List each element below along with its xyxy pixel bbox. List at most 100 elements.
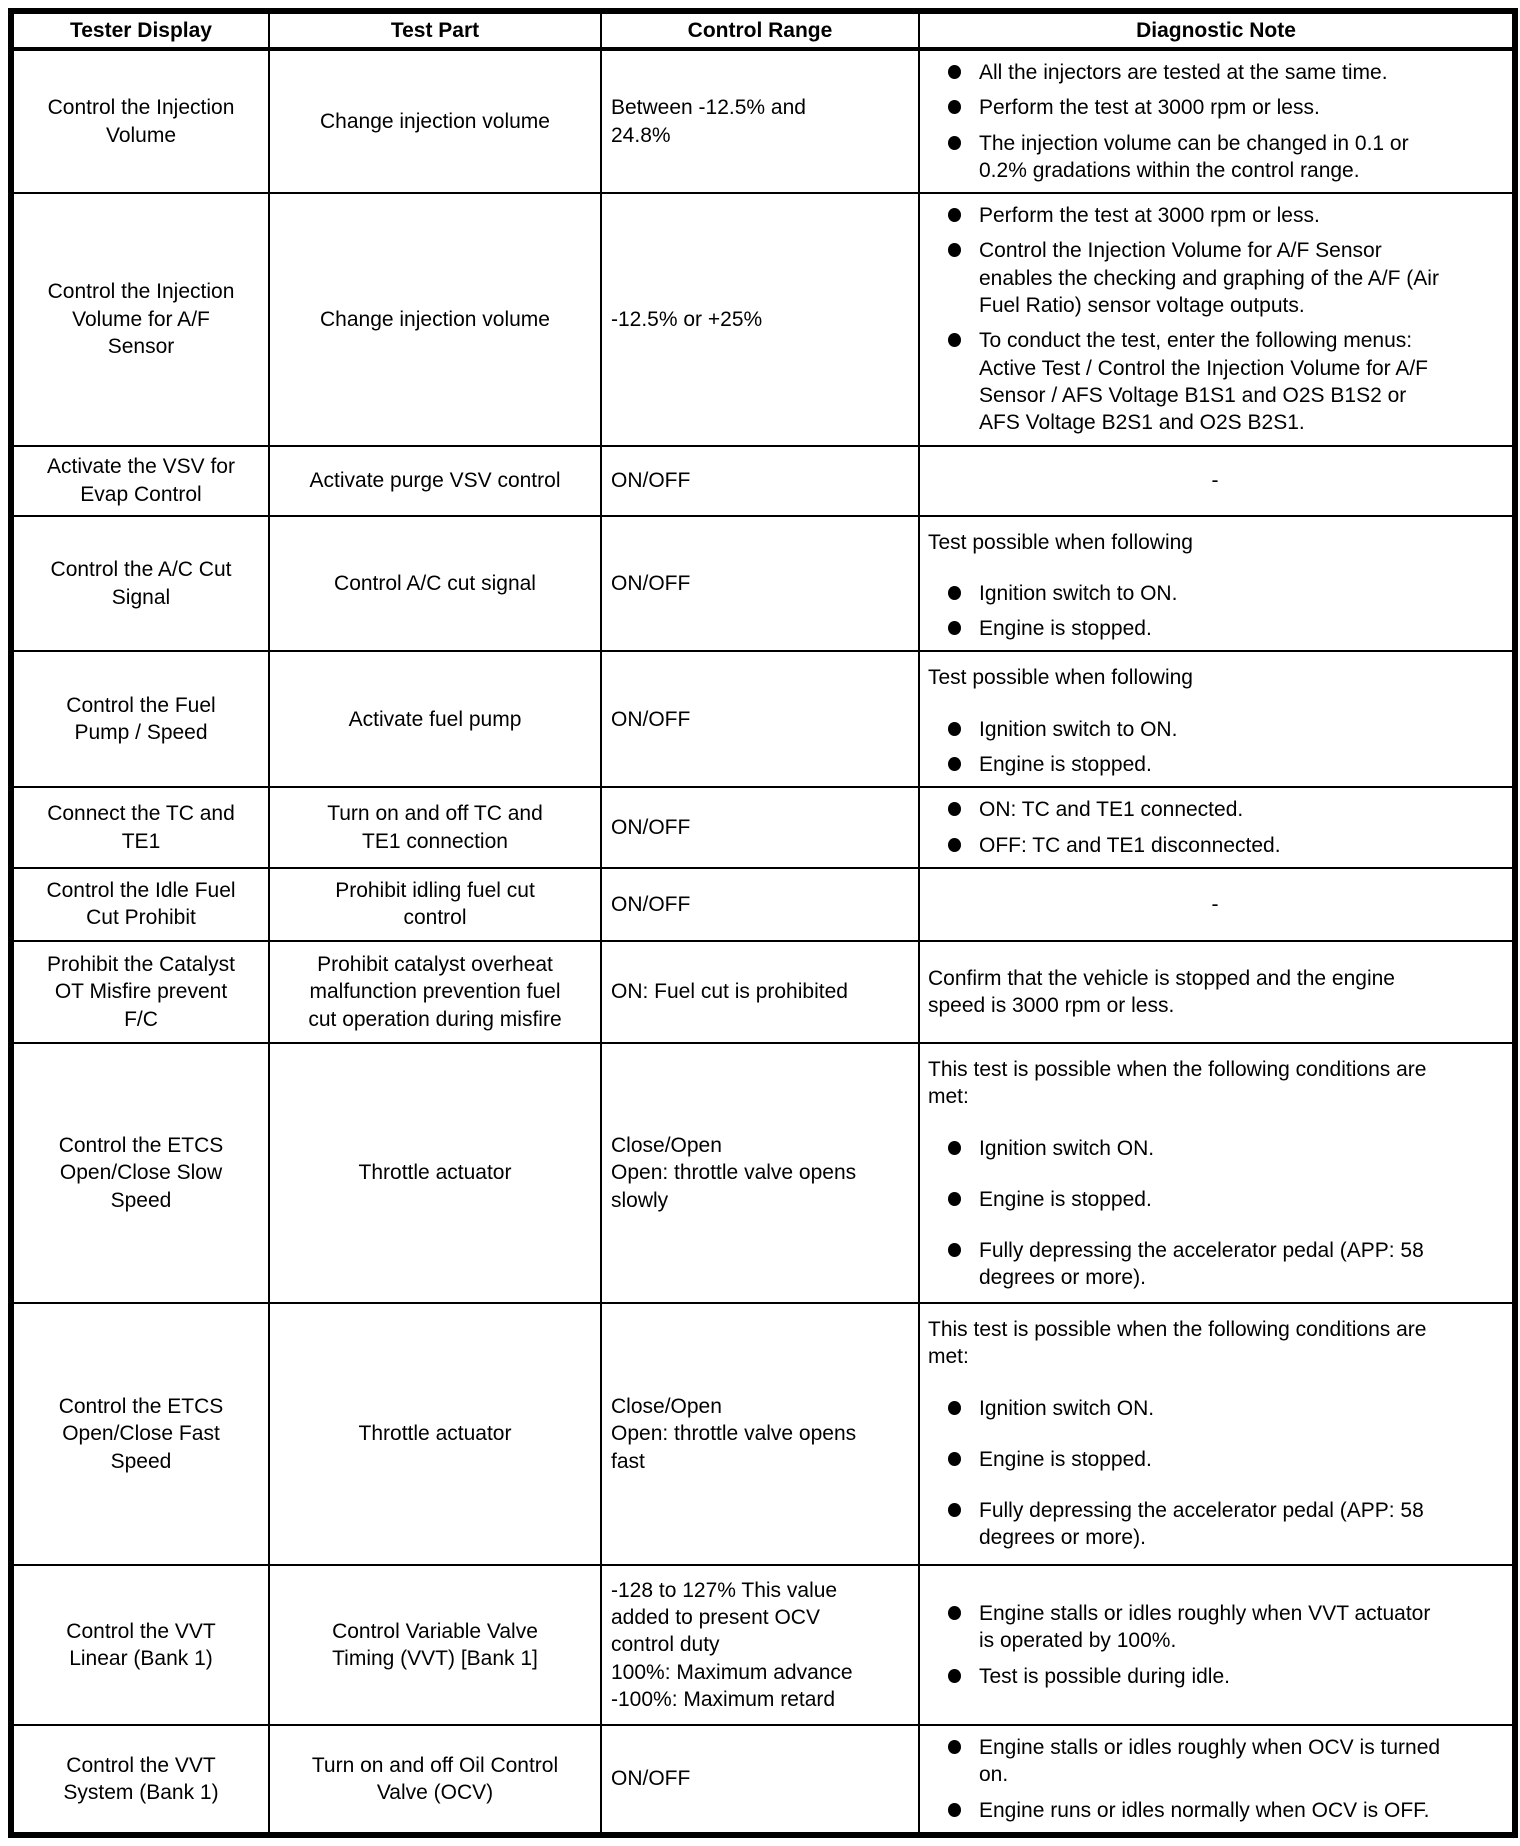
note-bullet-list: Perform the test at 3000 rpm or less. Co…	[948, 202, 1502, 436]
note-bullet: Ignition switch to ON.	[948, 716, 1502, 743]
bullet-icon	[948, 802, 961, 817]
note-bullet: Fully depressing the accelerator pedal (…	[948, 1237, 1502, 1292]
note-bullet-list: Ignition switch to ON. Engine is stopped…	[948, 716, 1502, 779]
diagnostic-note-cell: This test is possible when the following…	[918, 1041, 1516, 1304]
note-bullet-list: Engine stalls or idles roughly when VVT …	[948, 1600, 1502, 1690]
test-part-cell: Prohibit idling fuel cut control	[268, 866, 602, 942]
table-row: Control the ETCS Open/Close Slow Speed T…	[10, 1041, 1516, 1304]
diagnostic-note-cell: Test possible when following Ignition sw…	[918, 650, 1516, 789]
bullet-icon	[948, 1191, 961, 1206]
bullet-icon	[948, 135, 961, 150]
bullet-icon	[948, 1243, 961, 1258]
control-range-cell: ON/OFF	[600, 514, 920, 653]
note-bullet: Engine stalls or idles roughly when VVT …	[948, 1600, 1502, 1655]
diagnostic-note-cell: -	[918, 866, 1516, 942]
tester-display-cell: Control the A/C Cut Signal	[10, 514, 270, 653]
note-bullet: Ignition switch ON.	[948, 1395, 1502, 1422]
test-part-cell: Prohibit catalyst overheat malfunction p…	[268, 939, 602, 1044]
test-part-cell: Change injection volume	[268, 47, 602, 195]
header-test-part: Test Part	[268, 10, 602, 51]
diagnostic-note-cell: All the injectors are tested at the same…	[918, 47, 1516, 195]
tester-display-cell: Control the Idle Fuel Cut Prohibit	[10, 866, 270, 942]
test-part-cell: Control Variable Valve Timing (VVT) [Ban…	[268, 1563, 602, 1726]
test-part-cell: Turn on and off TC and TE1 connection	[268, 786, 602, 869]
note-bullet: The injection volume can be changed in 0…	[948, 130, 1502, 185]
bullet-icon	[948, 837, 961, 852]
diagnostic-note-cell: -	[918, 444, 1516, 517]
diagnostic-note-cell: Engine stalls or idles roughly when VVT …	[918, 1563, 1516, 1726]
test-part-cell: Activate purge VSV control	[268, 444, 602, 517]
bullet-icon	[948, 333, 961, 348]
note-bullet: Engine is stopped.	[948, 1186, 1502, 1213]
table-row: Control the VVT Linear (Bank 1) Control …	[10, 1563, 1516, 1726]
note-bullet-list: Ignition switch ON. Engine is stopped. F…	[948, 1135, 1502, 1292]
note-bullet: Fully depressing the accelerator pedal (…	[948, 1497, 1502, 1552]
bullet-icon	[948, 1739, 961, 1754]
bullet-icon	[948, 243, 961, 258]
bullet-icon	[948, 1802, 961, 1817]
note-bullet: Engine runs or idles normally when OCV i…	[948, 1797, 1502, 1824]
control-range-cell: -12.5% or +25%	[600, 192, 920, 447]
note-bullet: Perform the test at 3000 rpm or less.	[948, 202, 1502, 229]
bullet-icon	[948, 585, 961, 600]
control-range-cell: Close/Open Open: throttle valve opens sl…	[600, 1041, 920, 1304]
control-range-cell: ON: Fuel cut is prohibited	[600, 939, 920, 1044]
test-part-cell: Activate fuel pump	[268, 650, 602, 789]
diagnostic-note-cell: Perform the test at 3000 rpm or less. Co…	[918, 192, 1516, 447]
note-bullet: Engine is stopped.	[948, 615, 1502, 642]
note-bullet: Ignition switch ON.	[948, 1135, 1502, 1162]
diagnostic-note-cell: ON: TC and TE1 connected. OFF: TC and TE…	[918, 786, 1516, 869]
note-bullet: All the injectors are tested at the same…	[948, 59, 1502, 86]
tester-display-cell: Activate the VSV for Evap Control	[10, 444, 270, 517]
tester-display-cell: Control the VVT System (Bank 1)	[10, 1723, 270, 1836]
diagnostic-note-cell: This test is possible when the following…	[918, 1301, 1516, 1566]
header-diagnostic-note: Diagnostic Note	[918, 10, 1516, 51]
header-control-range: Control Range	[600, 10, 920, 51]
note-bullet-list: All the injectors are tested at the same…	[948, 59, 1502, 184]
tester-display-cell: Control the ETCS Open/Close Fast Speed	[10, 1301, 270, 1566]
note-bullet-list: Engine stalls or idles roughly when OCV …	[948, 1734, 1502, 1824]
diagnostic-note-cell: Test possible when following Ignition sw…	[918, 514, 1516, 653]
tester-display-cell: Connect the TC and TE1	[10, 786, 270, 869]
control-range-cell: Between -12.5% and 24.8%	[600, 47, 920, 195]
bullet-icon	[948, 621, 961, 636]
diagnostic-note-cell: Engine stalls or idles roughly when OCV …	[918, 1723, 1516, 1836]
note-bullet-list: ON: TC and TE1 connected. OFF: TC and TE…	[948, 796, 1502, 859]
bullet-icon	[948, 1605, 961, 1620]
tester-display-cell: Control the Fuel Pump / Speed	[10, 650, 270, 789]
bullet-icon	[948, 1400, 961, 1415]
test-part-cell: Turn on and off Oil Control Valve (OCV)	[268, 1723, 602, 1836]
bullet-icon	[948, 208, 961, 223]
test-part-cell: Change injection volume	[268, 192, 602, 447]
control-range-cell: Close/Open Open: throttle valve opens fa…	[600, 1301, 920, 1566]
tester-display-cell: Prohibit the Catalyst OT Misfire prevent…	[10, 939, 270, 1044]
table-row: Control the A/C Cut Signal Control A/C c…	[10, 514, 1516, 653]
table-row: Prohibit the Catalyst OT Misfire prevent…	[10, 939, 1516, 1044]
table-row: Connect the TC and TE1 Turn on and off T…	[10, 786, 1516, 869]
note-intro: Test possible when following	[928, 666, 1193, 690]
test-part-cell: Throttle actuator	[268, 1301, 602, 1566]
tester-display-cell: Control the VVT Linear (Bank 1)	[10, 1563, 270, 1726]
bullet-icon	[948, 721, 961, 736]
header-row: Tester Display Test Part Control Range D…	[10, 10, 1516, 51]
note-intro: This test is possible when the following…	[928, 1317, 1427, 1369]
bullet-icon	[948, 1503, 961, 1518]
tester-display-cell: Control the Injection Volume	[10, 47, 270, 195]
note-bullet: Engine is stopped.	[948, 1446, 1502, 1473]
control-range-cell: ON/OFF	[600, 444, 920, 517]
note-intro: This test is possible when the following…	[928, 1057, 1427, 1109]
control-range-cell: ON/OFF	[600, 650, 920, 789]
note-intro: Test possible when following	[928, 530, 1193, 554]
note-bullet: Engine is stopped.	[948, 751, 1502, 778]
bullet-icon	[948, 757, 961, 772]
note-bullet: Test is possible during idle.	[948, 1663, 1502, 1690]
control-range-cell: ON/OFF	[600, 786, 920, 869]
test-part-cell: Control A/C cut signal	[268, 514, 602, 653]
table-row: Control the VVT System (Bank 1) Turn on …	[10, 1723, 1516, 1836]
note-bullet: Engine stalls or idles roughly when OCV …	[948, 1734, 1502, 1789]
tester-display-cell: Control the ETCS Open/Close Slow Speed	[10, 1041, 270, 1304]
note-bullet: Ignition switch to ON.	[948, 580, 1502, 607]
tester-display-cell: Control the Injection Volume for A/F Sen…	[10, 192, 270, 447]
table-row: Control the Idle Fuel Cut Prohibit Prohi…	[10, 866, 1516, 942]
note-bullet-list: Ignition switch to ON. Engine is stopped…	[948, 580, 1502, 643]
